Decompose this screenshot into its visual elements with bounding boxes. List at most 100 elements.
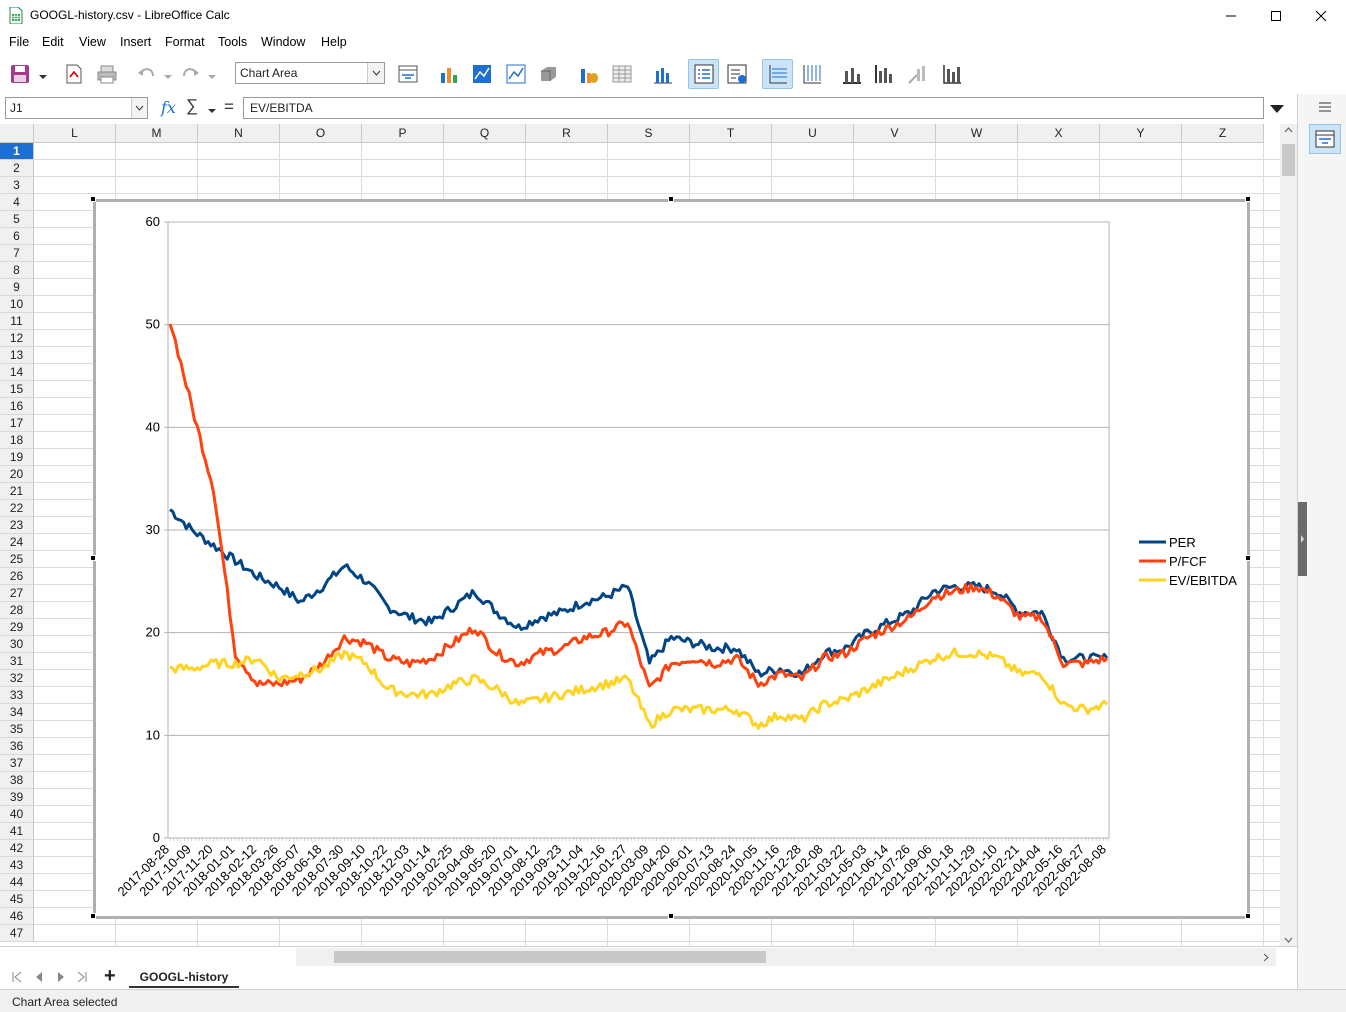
row-header[interactable]: 13 [0, 347, 34, 364]
row-header[interactable]: 45 [0, 891, 34, 908]
menu-view[interactable]: View [79, 35, 106, 49]
row-header[interactable]: 28 [0, 602, 34, 619]
row-header[interactable]: 46 [0, 908, 34, 925]
next-sheet-icon[interactable] [56, 971, 66, 983]
chevron-down-icon[interactable] [131, 98, 147, 118]
menu-edit[interactable]: Edit [42, 35, 64, 49]
column-header[interactable]: L [34, 124, 116, 143]
row-header[interactable]: 20 [0, 466, 34, 483]
row-header[interactable]: 19 [0, 449, 34, 466]
column-header[interactable]: T [690, 124, 772, 143]
column-header[interactable]: S [608, 124, 690, 143]
row-header[interactable]: 42 [0, 840, 34, 857]
row-header[interactable]: 22 [0, 500, 34, 517]
row-header[interactable]: 17 [0, 415, 34, 432]
row-header[interactable]: 12 [0, 330, 34, 347]
vertical-scrollbar[interactable] [1280, 124, 1297, 946]
scroll-right-icon[interactable] [1263, 953, 1269, 962]
column-header[interactable]: U [772, 124, 854, 143]
menu-insert[interactable]: Insert [120, 35, 152, 49]
column-header[interactable]: Y [1100, 124, 1182, 143]
resize-handle-top[interactable] [668, 196, 674, 202]
row-header[interactable]: 31 [0, 653, 34, 670]
row-header[interactable]: 15 [0, 381, 34, 398]
row-header[interactable]: 16 [0, 398, 34, 415]
expand-formula-bar-button[interactable] [1270, 103, 1284, 117]
row-header[interactable]: 47 [0, 925, 34, 942]
row-header[interactable]: 7 [0, 245, 34, 262]
column-header[interactable]: M [116, 124, 198, 143]
row-header[interactable]: 36 [0, 738, 34, 755]
sum-icon[interactable]: ∑ [186, 96, 199, 115]
row-header[interactable]: 38 [0, 772, 34, 789]
chart-wall-button[interactable] [470, 62, 494, 86]
row-header[interactable]: 8 [0, 262, 34, 279]
vertical-grids-button[interactable] [800, 62, 824, 86]
z-axis-button[interactable] [906, 62, 930, 86]
row-header[interactable]: 29 [0, 619, 34, 636]
redo-dropdown-arrow[interactable] [207, 70, 217, 84]
series-line-per[interactable] [169, 508, 1109, 678]
horizontal-scrollbar[interactable] [296, 948, 1276, 966]
data-ranges-button[interactable] [577, 62, 601, 86]
resize-handle-top-right[interactable] [1245, 196, 1251, 202]
y-axis-button[interactable] [872, 62, 896, 86]
print-button[interactable] [95, 62, 119, 86]
row-header[interactable]: 33 [0, 687, 34, 704]
row-header[interactable]: 40 [0, 806, 34, 823]
horizontal-scroll-thumb[interactable] [334, 951, 766, 963]
menu-format[interactable]: Format [165, 35, 205, 49]
series-line-p-fcf[interactable] [168, 323, 1109, 688]
sheet-tab[interactable]: GOOGL-history [129, 966, 239, 988]
column-header[interactable]: W [936, 124, 1018, 143]
sum-dropdown-arrow[interactable] [207, 104, 217, 118]
export-pdf-button[interactable] [62, 62, 86, 86]
row-header[interactable]: 35 [0, 721, 34, 738]
horizontal-grids-button[interactable] [762, 59, 793, 89]
column-header[interactable]: R [526, 124, 608, 143]
column-header[interactable]: X [1018, 124, 1100, 143]
sidebar-properties-button[interactable] [1309, 124, 1341, 154]
row-header[interactable]: 30 [0, 636, 34, 653]
row-header[interactable]: 24 [0, 534, 34, 551]
column-header[interactable]: P [362, 124, 444, 143]
chart-area[interactable]: 0 10 20 30 40 50 60 2017-08-28 2017-10-09 2017-11… [93, 199, 1250, 919]
row-header[interactable]: 26 [0, 568, 34, 585]
row-header[interactable]: 39 [0, 789, 34, 806]
row-header[interactable]: 34 [0, 704, 34, 721]
row-header[interactable]: 23 [0, 517, 34, 534]
column-header[interactable]: Z [1182, 124, 1264, 143]
maximize-button[interactable] [1253, 0, 1299, 31]
row-header[interactable]: 2 [0, 160, 34, 177]
legend-format-button[interactable] [725, 62, 749, 86]
row-header[interactable]: 25 [0, 551, 34, 568]
3d-view-button[interactable] [536, 62, 560, 86]
row-header[interactable]: 9 [0, 279, 34, 296]
legend[interactable]: PER P/FCF EV/EBITDA [1139, 535, 1237, 588]
resize-handle-top-left[interactable] [90, 196, 96, 202]
save-button[interactable] [8, 62, 32, 86]
row-header[interactable]: 10 [0, 296, 34, 313]
x-axis-button[interactable] [840, 62, 864, 86]
row-header[interactable]: 21 [0, 483, 34, 500]
close-button[interactable] [1298, 0, 1344, 31]
minimize-button[interactable] [1208, 0, 1254, 31]
previous-sheet-icon[interactable] [34, 971, 44, 983]
row-header[interactable]: 6 [0, 228, 34, 245]
sidebar-collapse-handle[interactable] [1298, 502, 1307, 576]
row-header[interactable]: 27 [0, 585, 34, 602]
resize-handle-bottom-left[interactable] [90, 913, 96, 919]
formula-equals-icon[interactable]: = [224, 97, 234, 116]
resize-handle-bottom[interactable] [668, 913, 674, 919]
resize-handle-left[interactable] [90, 555, 96, 561]
formula-input[interactable]: EV/EBITDA [243, 97, 1264, 119]
resize-handle-right[interactable] [1245, 555, 1251, 561]
row-header[interactable]: 14 [0, 364, 34, 381]
select-all-corner[interactable] [0, 124, 34, 143]
row-header[interactable]: 1 [0, 143, 34, 160]
row-header[interactable]: 3 [0, 177, 34, 194]
chart-area-button[interactable] [504, 62, 528, 86]
save-dropdown-arrow[interactable] [38, 70, 48, 84]
chart-element-select[interactable]: Chart Area [235, 62, 385, 84]
data-table-button[interactable] [610, 62, 634, 86]
